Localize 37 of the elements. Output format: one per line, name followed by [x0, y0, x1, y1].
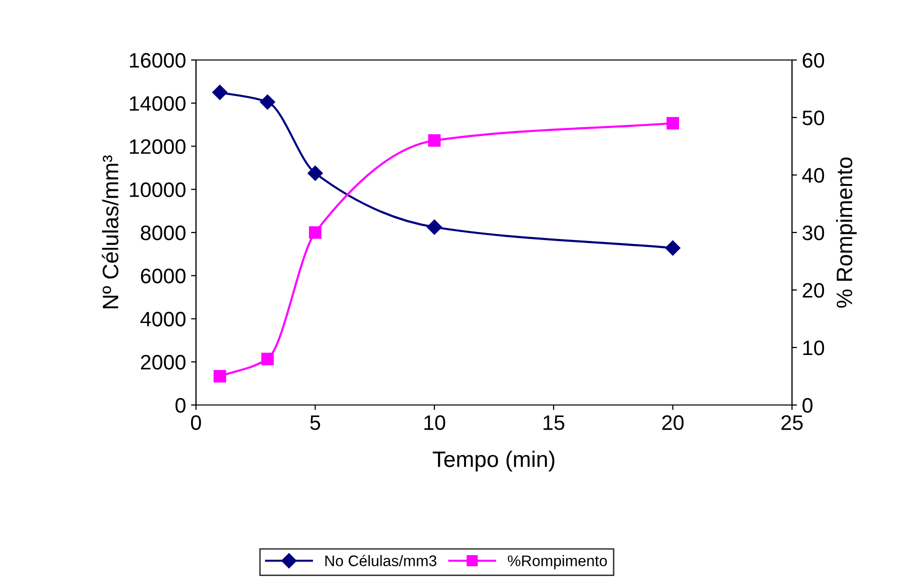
y-tick-label: 8000	[140, 226, 186, 240]
x-axis-title: Tempo (min)	[432, 450, 554, 472]
y-tick-label: 2000	[140, 354, 186, 370]
point	[260, 94, 276, 110]
x-tick-label: 0	[191, 415, 201, 430]
y2-tick-label: 0	[802, 398, 812, 413]
y-tick-label: 6000	[140, 268, 186, 284]
y-tick-label: 12000	[130, 139, 186, 154]
x-tick-label: 10	[424, 415, 446, 430]
y2-axis-title: % Rompimento	[836, 157, 857, 308]
point	[308, 226, 322, 239]
y-tick-label: 10000	[130, 182, 186, 198]
point	[261, 352, 274, 366]
point	[212, 84, 228, 100]
point	[666, 117, 680, 130]
y2-tick-label: 20	[802, 283, 824, 298]
y2-tick-label: 40	[802, 168, 824, 183]
x-tick-label: 5	[310, 415, 320, 430]
point	[214, 370, 226, 382]
legend-label: %Rompimento	[508, 555, 607, 570]
x-tick-label: 20	[662, 415, 684, 430]
point	[426, 220, 442, 235]
y-tick-label: 14000	[130, 96, 186, 111]
x-tick-label: 25	[781, 415, 803, 430]
y-tick-label: 4000	[140, 312, 186, 327]
point	[428, 134, 441, 147]
y2-tick-label: 50	[802, 110, 824, 126]
point	[665, 240, 680, 256]
y-tick-label: 0	[176, 398, 186, 413]
y-axis-title: Nº Células/mm³	[102, 155, 118, 308]
x-tick-label: 15	[544, 415, 564, 430]
y2-tick-label: 30	[802, 226, 824, 240]
legend-label: No Células/mm3	[325, 554, 436, 566]
y2-tick-label: 60	[802, 53, 824, 68]
point	[308, 166, 323, 181]
y2-tick-label: 10	[803, 340, 824, 356]
y-tick-label: 16000	[130, 53, 186, 68]
